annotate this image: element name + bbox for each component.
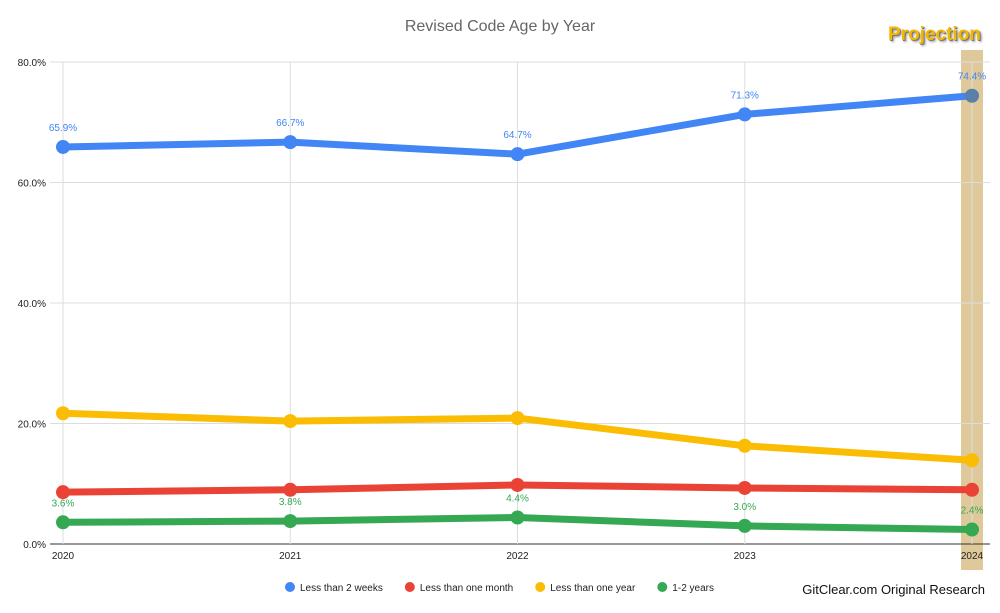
data-point <box>737 480 752 495</box>
x-tick-label: 2021 <box>279 551 302 562</box>
x-tick-label: 2024 <box>961 551 984 562</box>
data-point <box>510 147 525 162</box>
data-label: 3.0% <box>733 502 756 513</box>
data-point <box>737 518 752 533</box>
x-tick-label: 2020 <box>52 551 75 562</box>
data-point <box>56 406 70 421</box>
legend-marker <box>535 582 546 592</box>
data-label: 3.6% <box>52 498 75 509</box>
chart-title: Revised Code Age by Year <box>405 18 596 35</box>
data-point <box>510 477 525 492</box>
data-point <box>965 482 979 497</box>
source-note: GitClear.com Original Research <box>802 582 985 597</box>
data-label: 71.3% <box>731 90 759 101</box>
data-point <box>283 514 298 529</box>
data-label: 65.9% <box>49 123 77 134</box>
legend-label: Less than 2 weeks <box>300 583 383 594</box>
data-point <box>965 522 979 537</box>
y-tick-label: 0.0% <box>23 540 46 551</box>
data-point <box>965 88 979 103</box>
data-label: 4.4% <box>506 493 529 504</box>
data-point <box>283 414 298 429</box>
data-label: 2.4% <box>961 506 984 517</box>
legend-marker <box>285 582 295 592</box>
data-point <box>56 139 70 154</box>
data-point <box>56 515 70 530</box>
data-label: 74.4% <box>958 72 986 83</box>
y-tick-label: 20.0% <box>18 420 46 431</box>
data-point <box>510 411 525 426</box>
legend-label: Less than one year <box>550 583 636 594</box>
data-point <box>283 135 298 150</box>
y-tick-label: 60.0% <box>18 179 46 190</box>
legend-label: Less than one month <box>420 583 513 594</box>
x-tick-label: 2023 <box>734 551 757 562</box>
data-label: 3.8% <box>279 497 302 508</box>
data-point <box>965 453 979 468</box>
data-label: 66.7% <box>276 118 304 129</box>
data-label: 64.7% <box>503 130 531 141</box>
data-point <box>737 107 752 122</box>
y-tick-label: 40.0% <box>18 299 46 310</box>
data-point <box>56 485 70 500</box>
y-tick-label: 80.0% <box>18 58 46 69</box>
data-point <box>510 510 525 525</box>
data-point <box>737 438 752 453</box>
data-point <box>283 482 298 497</box>
x-tick-label: 2022 <box>506 551 529 562</box>
projection-annotation: Projection <box>888 24 981 45</box>
legend-label: 1-2 years <box>672 583 714 594</box>
legend-marker <box>404 582 415 592</box>
legend-marker <box>657 582 668 592</box>
